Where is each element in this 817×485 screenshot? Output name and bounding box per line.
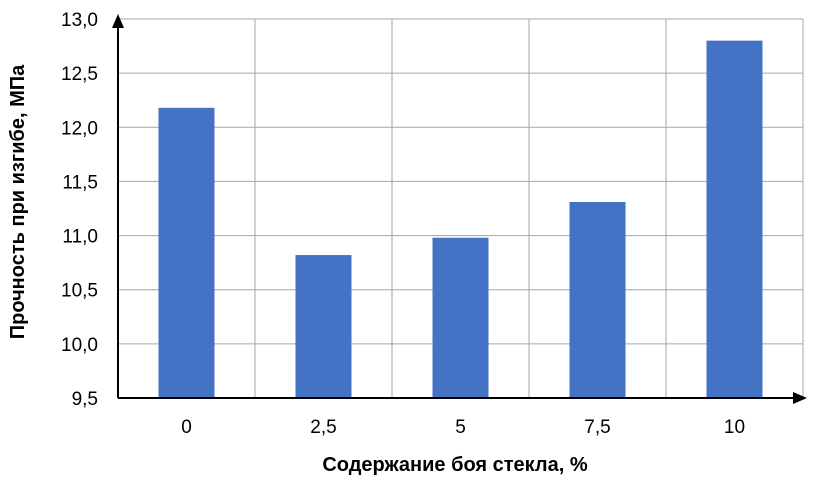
y-tick-label: 11,5 (62, 172, 98, 193)
x-tick-label: 5 (455, 417, 466, 438)
y-tick-label: 9,5 (72, 389, 98, 410)
y-tick-label: 11,0 (62, 227, 98, 248)
y-tick-label: 10,5 (61, 281, 98, 302)
x-tick-label: 0 (181, 417, 192, 438)
x-tick-label: 7,5 (584, 417, 610, 438)
x-tick-labels: 0 2,5 5 7,5 10 (181, 417, 745, 438)
x-tick-label: 10 (724, 417, 745, 438)
bar (158, 107, 215, 399)
y-tick-label: 12,0 (61, 118, 98, 139)
bars (158, 40, 763, 399)
x-axis-arrow-icon (793, 392, 807, 404)
bar (432, 237, 489, 398)
y-tick-labels: 9,5 10,0 10,5 11,0 11,5 12,0 12,5 13,0 (61, 10, 98, 410)
y-axis-title: Прочность при изгибе, МПа (7, 64, 29, 339)
x-tick-label: 2,5 (310, 417, 336, 438)
bar (569, 202, 626, 398)
bar (295, 255, 352, 398)
y-tick-label: 10,0 (61, 335, 98, 356)
bar (706, 40, 763, 399)
y-tick-label: 13,0 (61, 10, 98, 31)
y-axis-arrow-icon (112, 14, 124, 28)
y-tick-label: 12,5 (61, 64, 98, 85)
gridlines (118, 18, 804, 398)
axes (112, 14, 807, 404)
x-axis-title: Содержание боя стекла, % (322, 454, 588, 476)
